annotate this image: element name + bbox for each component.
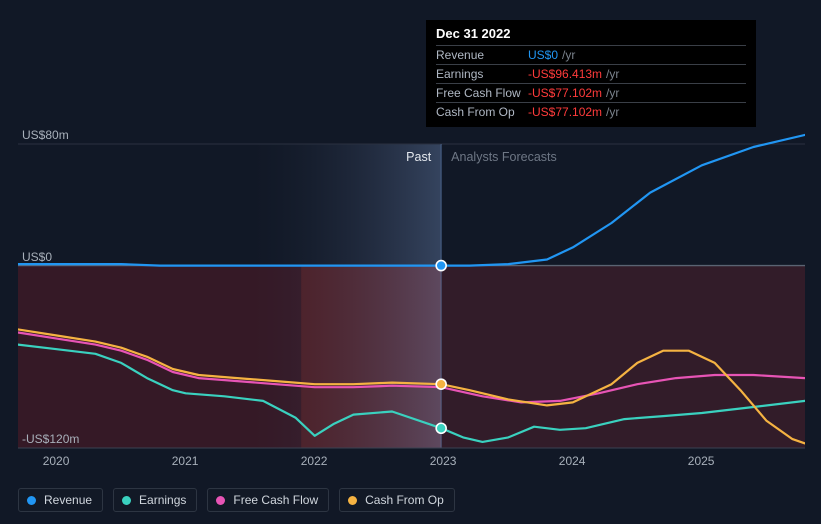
tooltip-row-unit: /yr: [606, 105, 619, 119]
y-axis-tick-label: -US$120m: [22, 432, 79, 446]
tooltip-row-value: -US$96.413m: [528, 67, 602, 81]
x-axis-tick-label: 2024: [559, 454, 586, 468]
tooltip-title: Dec 31 2022: [436, 26, 746, 45]
tooltip-row-value: -US$77.102m: [528, 105, 602, 119]
tooltip-row-value: US$0: [528, 48, 558, 62]
tooltip-row-unit: /yr: [562, 48, 575, 62]
chart-legend: Revenue Earnings Free Cash Flow Cash From O…: [18, 488, 455, 512]
tooltip-row-cfo: Cash From Op-US$77.102m/yr: [436, 102, 746, 121]
tooltip-row-earnings: Earnings-US$96.413m/yr: [436, 64, 746, 83]
x-axis-tick-label: 2022: [301, 454, 328, 468]
tooltip-row-label: Revenue: [436, 48, 528, 62]
financials-chart[interactable]: US$80m US$0 -US$120m 2020 2021 2022 2023 2024 2…: [18, 18, 805, 506]
legend-label: Cash From Op: [365, 493, 444, 507]
tooltip-row-label: Cash From Op: [436, 105, 528, 119]
tooltip-row-value: -US$77.102m: [528, 86, 602, 100]
x-axis-tick-label: 2020: [43, 454, 70, 468]
legend-item-revenue[interactable]: Revenue: [18, 488, 103, 512]
legend-swatch: [348, 496, 357, 505]
y-axis-tick-label: US$0: [22, 250, 52, 264]
tooltip-row-label: Earnings: [436, 67, 528, 81]
past-section-label: Past: [406, 150, 431, 164]
legend-label: Earnings: [139, 493, 186, 507]
chart-tooltip: Dec 31 2022 RevenueUS$0/yrEarnings-US$96…: [426, 20, 756, 127]
x-axis-tick-label: 2023: [430, 454, 457, 468]
legend-swatch: [216, 496, 225, 505]
tooltip-row-label: Free Cash Flow: [436, 86, 528, 100]
forecast-section-label: Analysts Forecasts: [451, 150, 557, 164]
legend-swatch: [27, 496, 36, 505]
tooltip-row-unit: /yr: [606, 86, 619, 100]
x-axis-tick-label: 2025: [688, 454, 715, 468]
legend-item-cfo[interactable]: Cash From Op: [339, 488, 455, 512]
legend-label: Free Cash Flow: [233, 493, 318, 507]
tooltip-row-fcf: Free Cash Flow-US$77.102m/yr: [436, 83, 746, 102]
tooltip-row-revenue: RevenueUS$0/yr: [436, 45, 746, 64]
x-axis-tick-label: 2021: [172, 454, 199, 468]
legend-item-fcf[interactable]: Free Cash Flow: [207, 488, 329, 512]
legend-item-earnings[interactable]: Earnings: [113, 488, 197, 512]
legend-swatch: [122, 496, 131, 505]
y-axis-tick-label: US$80m: [22, 128, 69, 142]
legend-label: Revenue: [44, 493, 92, 507]
tooltip-row-unit: /yr: [606, 67, 619, 81]
